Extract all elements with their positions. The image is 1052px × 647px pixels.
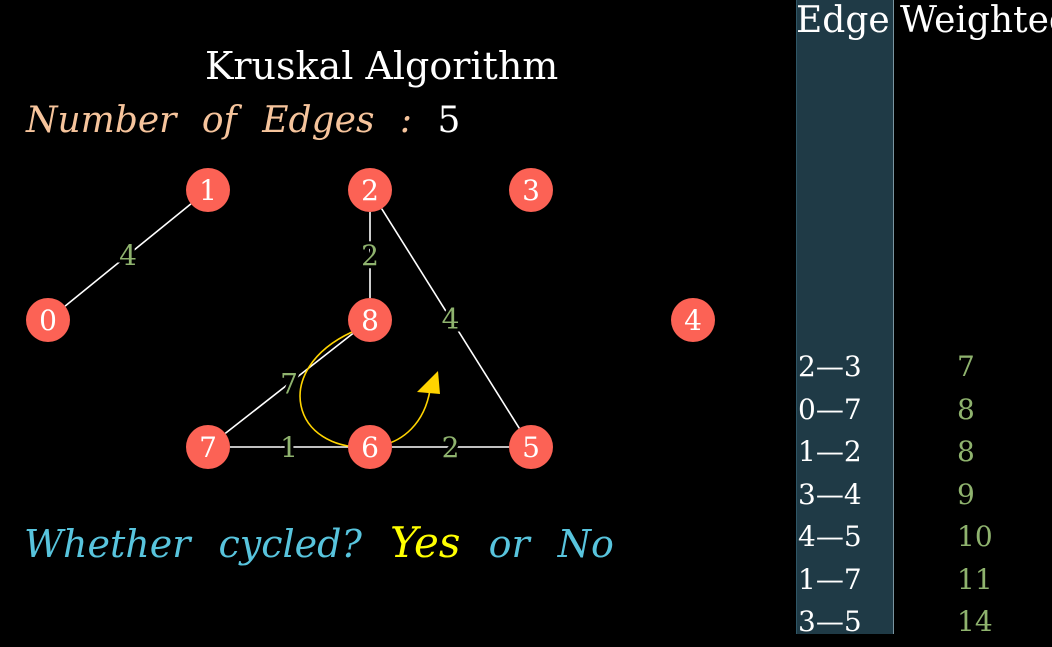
cycle-question: Whether cycled? Yes or No xyxy=(24,518,614,567)
cycle-answer-yes: Yes xyxy=(389,518,461,567)
cycle-arc xyxy=(299,331,431,448)
cycle-prefix: Whether cycled? xyxy=(24,522,362,566)
table-row: 1—7 11 xyxy=(796,563,1052,605)
cycle-or: or xyxy=(488,522,530,566)
edge-weight-7-6: 1 xyxy=(280,431,298,464)
row-weight: 8 xyxy=(957,435,975,468)
edge-weight-0-1: 4 xyxy=(119,239,137,272)
table-header-edge: Edge xyxy=(796,0,890,41)
node-5 xyxy=(509,425,553,469)
edge-weight-8-7: 7 xyxy=(280,368,298,401)
row-edge: 1—7 xyxy=(798,562,862,596)
diagram-title: Kruskal Algorithm xyxy=(205,44,559,88)
cycle-answer-no: No xyxy=(557,522,614,566)
graph-canvas: 4 2 4 7 1 2 0 1 2 3 4 5 6 7 8 xyxy=(26,168,715,469)
row-weight: 9 xyxy=(957,477,975,511)
node-label-3: 3 xyxy=(522,174,540,207)
node-0 xyxy=(26,298,70,342)
node-3 xyxy=(509,168,553,212)
node-label-8: 8 xyxy=(361,304,379,337)
table-row: 3—4 9 xyxy=(796,478,1052,520)
table-row: 1—2 8 xyxy=(796,435,1052,477)
node-label-5: 5 xyxy=(522,431,540,464)
row-edge: 2—3 xyxy=(798,350,862,383)
edge-0-1 xyxy=(64,203,192,307)
edge-count-label: Number of Edges : xyxy=(26,100,412,141)
cycle-arrow-icon xyxy=(417,371,440,394)
row-edge: 3—5 xyxy=(798,605,862,638)
node-1 xyxy=(186,168,230,212)
row-weight: 7 xyxy=(957,350,975,383)
row-weight: 14 xyxy=(957,605,993,638)
node-6 xyxy=(348,425,392,469)
node-label-4: 4 xyxy=(684,304,702,337)
node-label-2: 2 xyxy=(361,174,379,207)
row-weight: 8 xyxy=(957,392,975,426)
row-edge: 4—5 xyxy=(798,520,862,553)
row-edge: 3—4 xyxy=(798,477,862,511)
row-edge: 0—7 xyxy=(798,392,862,426)
node-label-0: 0 xyxy=(39,304,57,337)
edge-2-5 xyxy=(381,208,520,429)
node-label-7: 7 xyxy=(199,431,217,464)
edge-column-highlight xyxy=(796,0,894,634)
table-row: 2—3 7 xyxy=(796,350,1052,392)
node-label-1: 1 xyxy=(199,174,217,207)
edge-weight-6-5: 2 xyxy=(442,431,460,464)
table-row: 3—5 14 xyxy=(796,605,1052,647)
edge-weight-2-5: 4 xyxy=(442,303,460,336)
row-edge: 1—2 xyxy=(798,435,862,468)
node-8 xyxy=(348,298,392,342)
row-weight: 10 xyxy=(957,520,993,553)
node-7 xyxy=(186,425,230,469)
edge-8-7 xyxy=(224,332,354,435)
node-2 xyxy=(348,168,392,212)
table-row: 4—5 10 xyxy=(796,520,1052,562)
node-4 xyxy=(671,298,715,342)
edge-count-line: Number of Edges : 5 xyxy=(26,100,460,141)
table-header-weight: Weighted xyxy=(900,0,1052,41)
edge-count-value: 5 xyxy=(437,100,461,141)
edge-weight-2-8: 2 xyxy=(361,239,379,272)
table-row: 0—7 8 xyxy=(796,393,1052,435)
node-label-6: 6 xyxy=(361,431,379,464)
row-weight: 11 xyxy=(957,562,993,596)
